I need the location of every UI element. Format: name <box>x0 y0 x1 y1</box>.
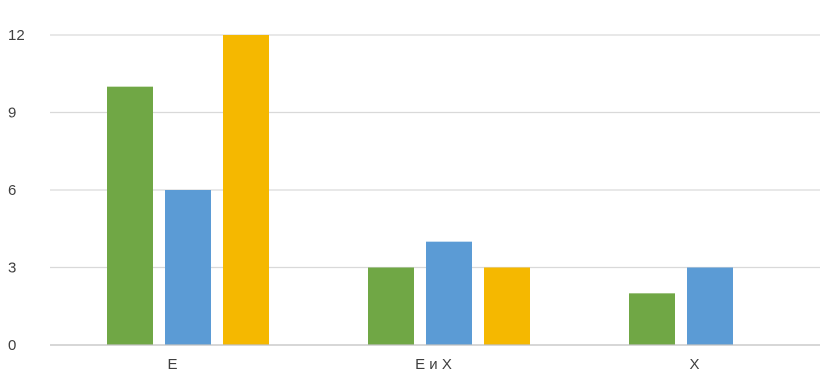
x-category-label: E и X <box>415 356 452 373</box>
y-tick-label: 6 <box>8 182 16 199</box>
bar-series3-cat1 <box>223 35 269 345</box>
bars <box>107 35 733 346</box>
bar-series1-cat3 <box>629 293 675 345</box>
bar-series1-cat1 <box>107 86 153 346</box>
bar-series2-cat2 <box>426 241 472 345</box>
bar-series2-cat3 <box>687 267 733 345</box>
y-tick-label: 3 <box>8 260 16 277</box>
labels: 0 3 6 9 12 E E и X X <box>8 27 700 373</box>
x-category-label: X <box>689 356 699 373</box>
x-category-label: E <box>167 356 177 373</box>
y-tick-label: 0 <box>8 337 16 354</box>
bar-series3-cat2 <box>484 267 530 345</box>
bar-series2-cat1 <box>165 190 211 345</box>
y-tick-label: 9 <box>8 105 16 122</box>
bar-series1-cat2 <box>368 267 414 345</box>
y-tick-label: 12 <box>8 27 25 44</box>
